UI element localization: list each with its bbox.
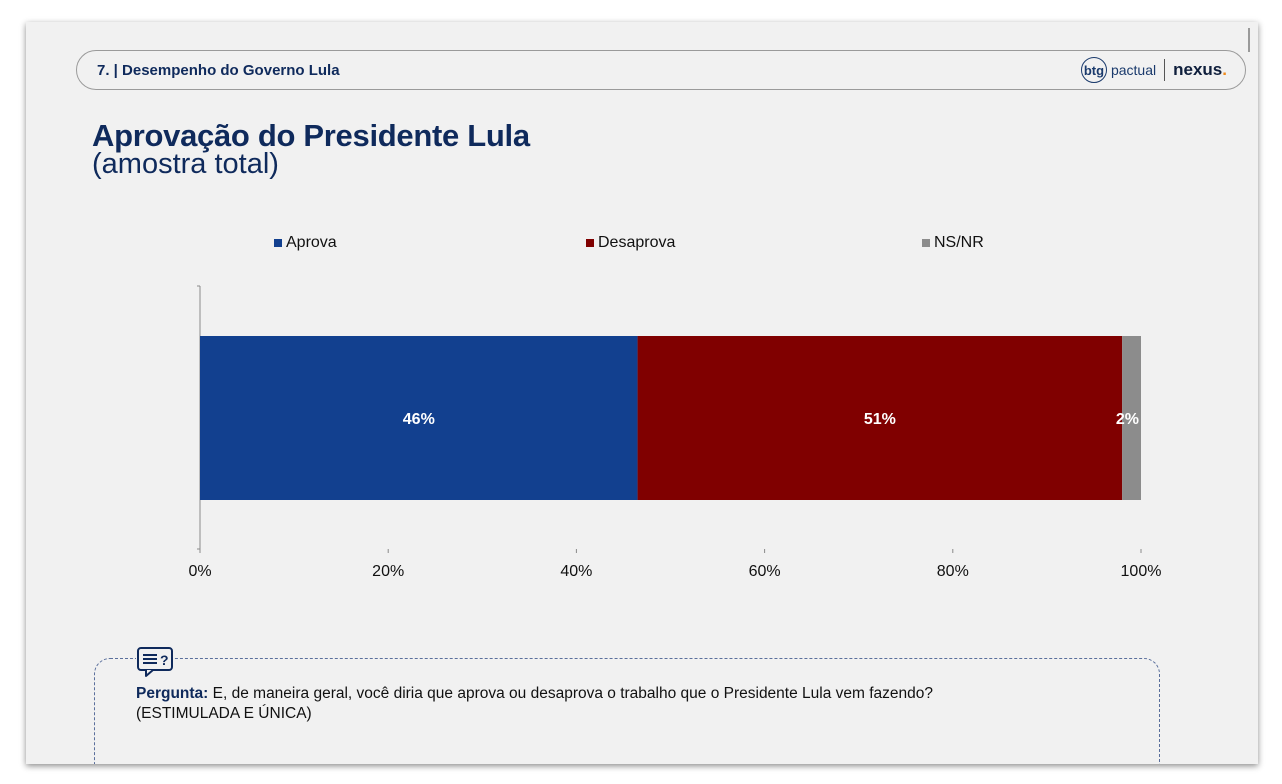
- legend-label-nsnr: NS/NR: [934, 234, 984, 251]
- x-tick-label: 0%: [188, 563, 211, 580]
- header-bar: 7. | Desempenho do Governo Lula btg pact…: [76, 50, 1246, 90]
- logo-divider: [1164, 59, 1166, 81]
- page-subtitle: (amostra total): [92, 148, 279, 180]
- btg-logo-icon: btg: [1080, 57, 1107, 83]
- bar-segment-aprova: [200, 336, 638, 500]
- svg-text:?: ?: [160, 652, 169, 668]
- slide: 7. | Desempenho do Governo Lula btg pact…: [26, 22, 1258, 764]
- question-label: Pergunta:: [136, 685, 209, 702]
- data-label-aprova: 46%: [403, 411, 435, 428]
- page-title: Aprovação do Presidente Lula: [92, 118, 530, 153]
- corner-decoration: [1248, 28, 1250, 52]
- x-tick-label: 40%: [560, 563, 592, 580]
- data-label-ns-nr: 2%: [1116, 411, 1139, 428]
- question-note: (ESTIMULADA E ÚNICA): [136, 705, 312, 722]
- data-label-desaprova: 51%: [864, 411, 896, 428]
- legend-swatch-aprova: [274, 239, 282, 247]
- legend-swatch-nsnr: [922, 239, 930, 247]
- x-tick-label: 100%: [1121, 563, 1162, 580]
- legend-item-desaprova: Desaprova: [586, 234, 675, 252]
- btg-logo-text: pactual: [1110, 62, 1157, 78]
- bar-segment-ns-nr: [1122, 336, 1141, 500]
- speech-bubble-question-icon: ?: [136, 646, 174, 678]
- x-tick-label: 20%: [372, 563, 404, 580]
- legend-label-aprova: Aprova: [286, 234, 337, 251]
- bar-segment-desaprova: [637, 336, 1123, 500]
- nexus-logo-dot: .: [1222, 60, 1227, 79]
- stacked-bar-chart: 46% 51% 2% 0% 20% 40% 60% 80% 100%: [188, 285, 1162, 580]
- btg-logo-mark: btg: [1083, 62, 1105, 78]
- legend-label-desaprova: Desaprova: [598, 234, 676, 251]
- legend-swatch-desaprova: [586, 239, 594, 247]
- nexus-logo: nexus: [1173, 60, 1223, 79]
- question-box: [94, 658, 1160, 764]
- x-tick-label: 80%: [937, 563, 969, 580]
- logo-area: btg pactual nexus.: [1080, 56, 1227, 84]
- question-text: Pergunta: E, de maneira geral, você diri…: [136, 684, 1136, 724]
- legend-item-aprova: Aprova: [274, 234, 337, 252]
- legend-item-nsnr: NS/NR: [922, 234, 984, 252]
- section-title: 7. | Desempenho do Governo Lula: [97, 62, 340, 79]
- question-body: E, de maneira geral, você diria que apro…: [212, 685, 934, 702]
- x-tick-label: 60%: [749, 563, 781, 580]
